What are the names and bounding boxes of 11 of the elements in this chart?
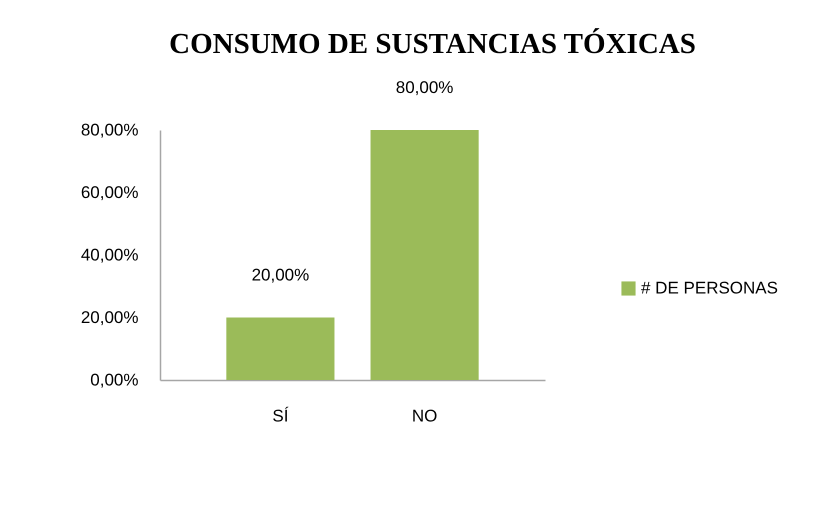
data-label: 80,00% xyxy=(396,78,454,97)
y-tick-label: 0,00% xyxy=(90,370,138,390)
x-tick-label: NO xyxy=(412,406,438,426)
y-tick-label: 60,00% xyxy=(80,183,138,202)
y-tick-label: 80,00% xyxy=(80,120,138,140)
y-tick-label: 20,00% xyxy=(80,308,138,327)
legend-label: # DE PERSONAS xyxy=(641,278,778,298)
chart-title: CONSUMO DE SUSTANCIAS TÓXICAS xyxy=(169,28,696,60)
data-label: 20,00% xyxy=(252,266,310,284)
x-tick-label: SÍ xyxy=(272,406,289,426)
y-tick-label: 40,00% xyxy=(80,246,138,264)
